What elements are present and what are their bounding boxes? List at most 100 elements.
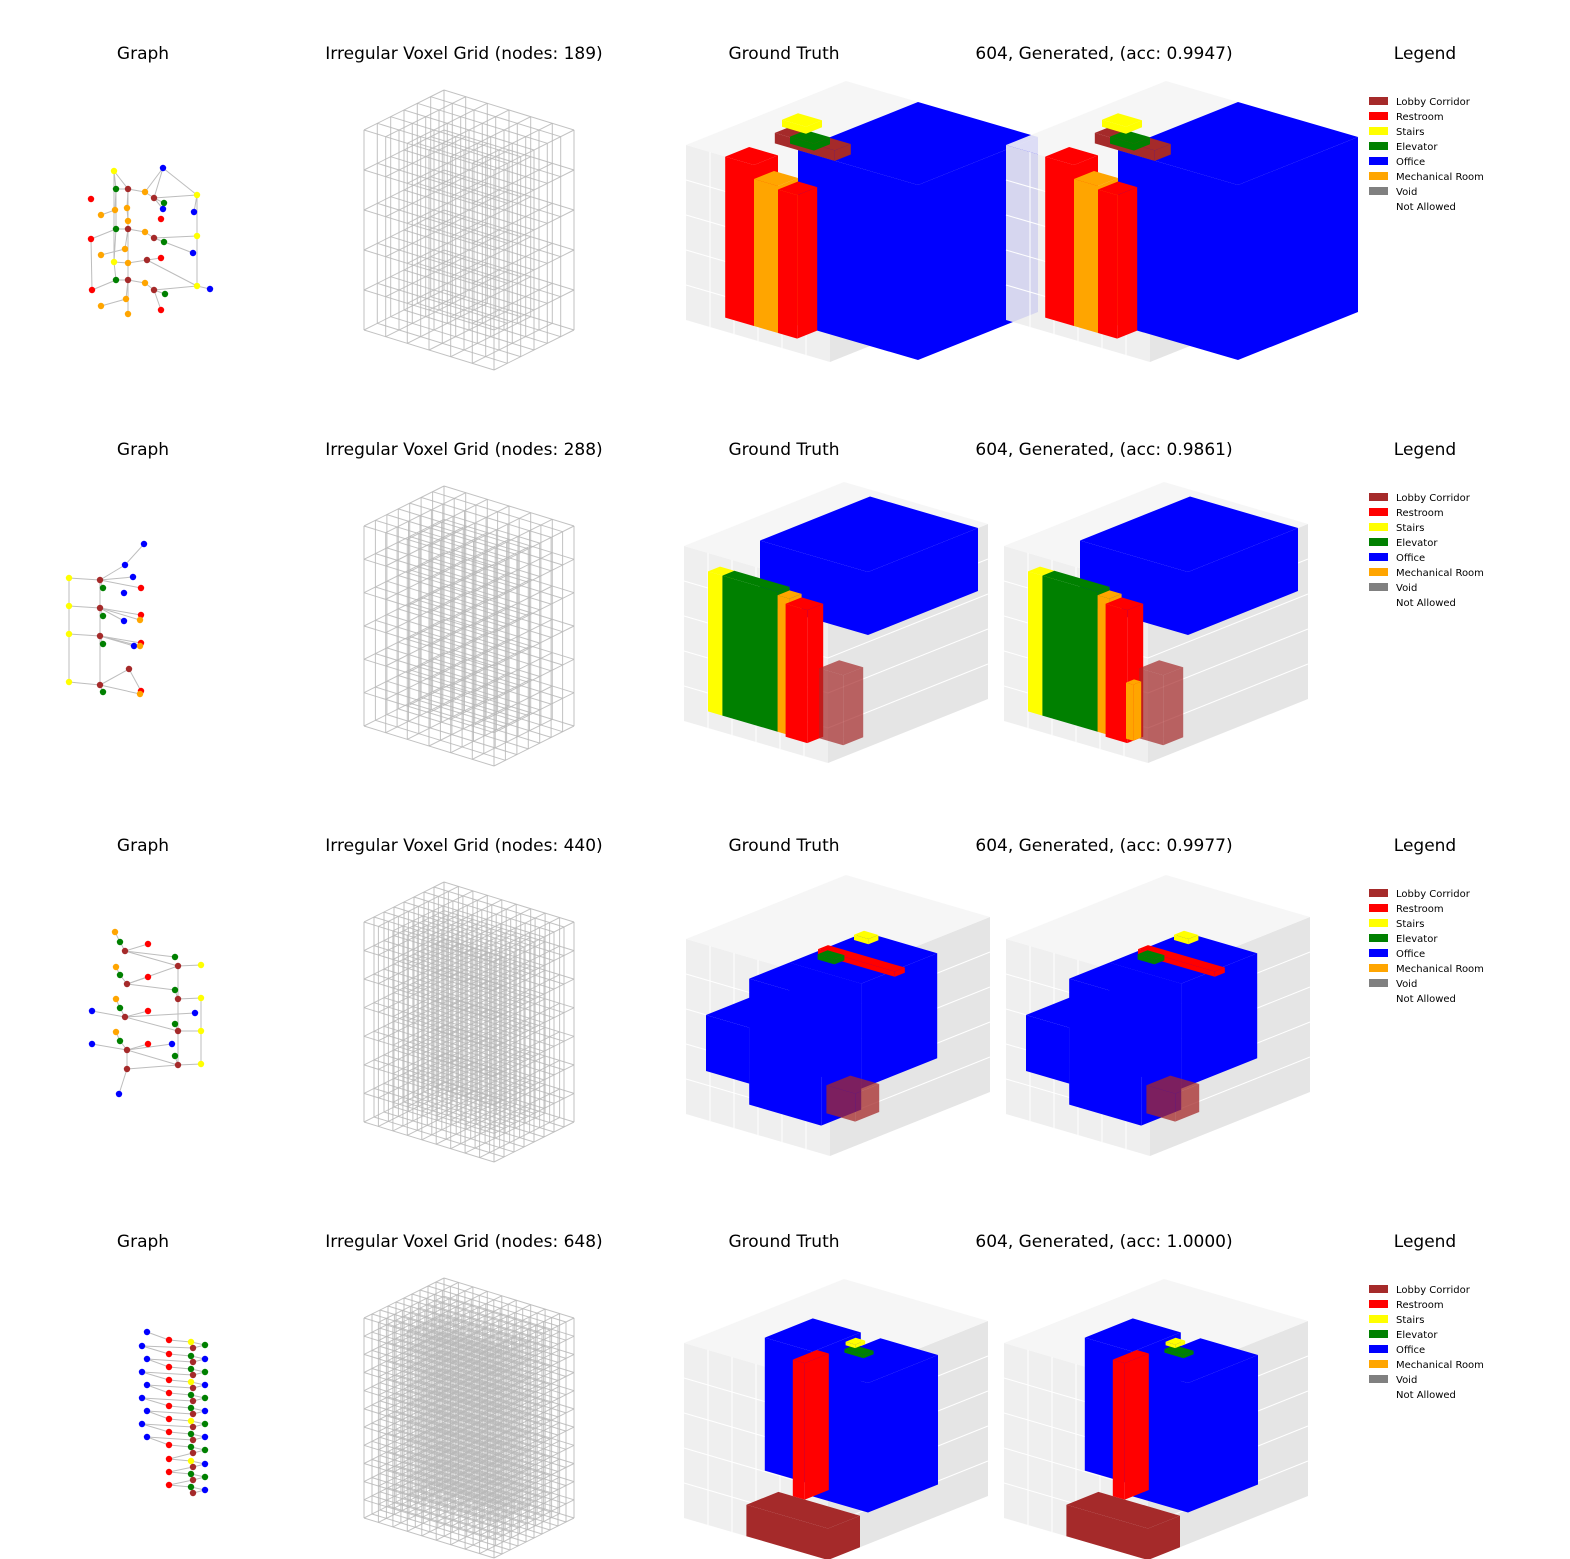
- grid-edge: [403, 1424, 535, 1466]
- graph-title: Graph: [117, 1232, 169, 1252]
- graph-node: [187, 1352, 195, 1360]
- legend-swatch-void: [1369, 583, 1388, 591]
- graph-node: [88, 1040, 96, 1048]
- grid-edge: [427, 1467, 559, 1509]
- grid-edge: [433, 1000, 565, 1042]
- legend-label: Restroom: [1396, 904, 1444, 915]
- graph-node: [96, 576, 104, 584]
- legend-label: Restroom: [1396, 112, 1444, 123]
- gt-elevator-top: [817, 950, 845, 960]
- grid-edge: [443, 1295, 575, 1337]
- legend-label: Mechanical Room: [1396, 568, 1484, 579]
- grid-edge: [371, 1513, 503, 1555]
- legend-swatch-office: [1369, 1345, 1388, 1353]
- graph-node: [116, 1004, 124, 1012]
- legend-swatch-stairs: [1369, 1315, 1388, 1323]
- grid-edge: [443, 1386, 575, 1428]
- graph-node: [165, 1455, 173, 1463]
- generated-voxels: [1005, 81, 1358, 362]
- graph-node: [201, 1368, 209, 1376]
- grid-edge: [435, 1481, 567, 1523]
- graph-node: [165, 1415, 173, 1423]
- graph-node: [165, 1389, 173, 1397]
- legend-label: Office: [1396, 553, 1425, 564]
- gen-office-top: [1118, 102, 1358, 185]
- voxel-grid-title: Irregular Voxel Grid (nodes: 288): [325, 440, 602, 460]
- grid-edge: [373, 973, 505, 1015]
- graph-node: [97, 211, 105, 219]
- grid-edge: [413, 1096, 545, 1138]
- graph-title: Graph: [117, 836, 169, 856]
- gen-lobby-side: [1175, 1084, 1200, 1122]
- grid-edge: [419, 1344, 551, 1385]
- generated-title: 604, Generated, (acc: 0.9861): [975, 440, 1232, 460]
- grid-edge: [385, 525, 466, 567]
- graph-node: [189, 1384, 197, 1392]
- generated-title: 604, Generated, (acc: 0.9947): [975, 44, 1232, 64]
- graph-edge: [168, 1466, 194, 1473]
- graph-edge: [168, 1484, 192, 1488]
- graph-edge: [141, 1371, 194, 1376]
- grid-edge: [383, 1054, 515, 1096]
- legend-label: Void: [1396, 979, 1417, 990]
- graph-edge: [68, 633, 101, 637]
- grid-edge: [371, 1404, 503, 1446]
- graph-node: [144, 940, 152, 948]
- grid-edge: [363, 485, 445, 527]
- gt-mech-top: [777, 590, 802, 599]
- gt-stairs-top: [854, 930, 879, 939]
- grid-edge: [423, 948, 555, 990]
- grid-edge: [411, 1402, 543, 1444]
- graph-edge: [126, 1049, 179, 1066]
- graph-node: [159, 205, 167, 213]
- graph-node: [165, 1468, 173, 1476]
- legend: Lobby Corridor Restroom Stairs Elevator Offi…: [1369, 97, 1484, 213]
- grid-edge: [433, 915, 565, 957]
- legend-label: Void: [1396, 1375, 1417, 1386]
- grid-edge: [393, 1106, 525, 1148]
- gt-stairs-top: [782, 113, 822, 127]
- gt-lobby-side: [843, 667, 864, 746]
- graph-edge: [146, 1331, 170, 1341]
- grid-edge: [363, 1007, 495, 1049]
- generated-title: 604, Generated, (acc: 1.0000): [975, 1232, 1232, 1252]
- grid-edge: [403, 1315, 535, 1357]
- legend-label: Stairs: [1396, 127, 1425, 138]
- gt-office-b-top: [706, 992, 806, 1028]
- node-graph: [87, 164, 214, 318]
- ground-truth-voxels: [683, 482, 989, 763]
- legend-label: Elevator: [1396, 142, 1438, 153]
- graph-edge: [126, 1043, 173, 1051]
- graph-edge: [68, 681, 101, 686]
- gen-stairs-front: [1102, 119, 1126, 134]
- graph-node: [150, 234, 158, 242]
- graph-node: [201, 1460, 209, 1468]
- graph-node: [96, 681, 104, 689]
- gt-elevator-front: [722, 575, 778, 732]
- graph-edge: [168, 1379, 192, 1383]
- graph-node: [123, 980, 131, 988]
- grid-edge: [383, 1082, 515, 1124]
- graph-node: [189, 1489, 197, 1497]
- graph-node: [121, 947, 129, 955]
- gen-mech-top: [1074, 171, 1118, 186]
- gen-elevator-top: [1110, 130, 1150, 144]
- graph-edge: [124, 950, 179, 967]
- graph-title: Graph: [117, 44, 169, 64]
- grid-edge: [411, 1439, 543, 1480]
- graph-node: [120, 589, 128, 597]
- gen-mech-b-side: [1133, 681, 1142, 741]
- grid-edge: [383, 1111, 515, 1153]
- gen-lobby-side: [1148, 1515, 1180, 1559]
- graph-node: [65, 630, 73, 638]
- graph-node: [189, 1476, 197, 1484]
- gen-stairs-top: [1174, 930, 1199, 939]
- gt-restroom-top: [785, 597, 824, 611]
- grid-edge: [373, 1059, 505, 1101]
- graph-node: [187, 1338, 195, 1346]
- grid-edge: [419, 1289, 551, 1331]
- grid-edge: [443, 1441, 575, 1483]
- grid-edge: [363, 1092, 495, 1134]
- grid-edge: [435, 1390, 567, 1432]
- grid-edge: [363, 1121, 495, 1163]
